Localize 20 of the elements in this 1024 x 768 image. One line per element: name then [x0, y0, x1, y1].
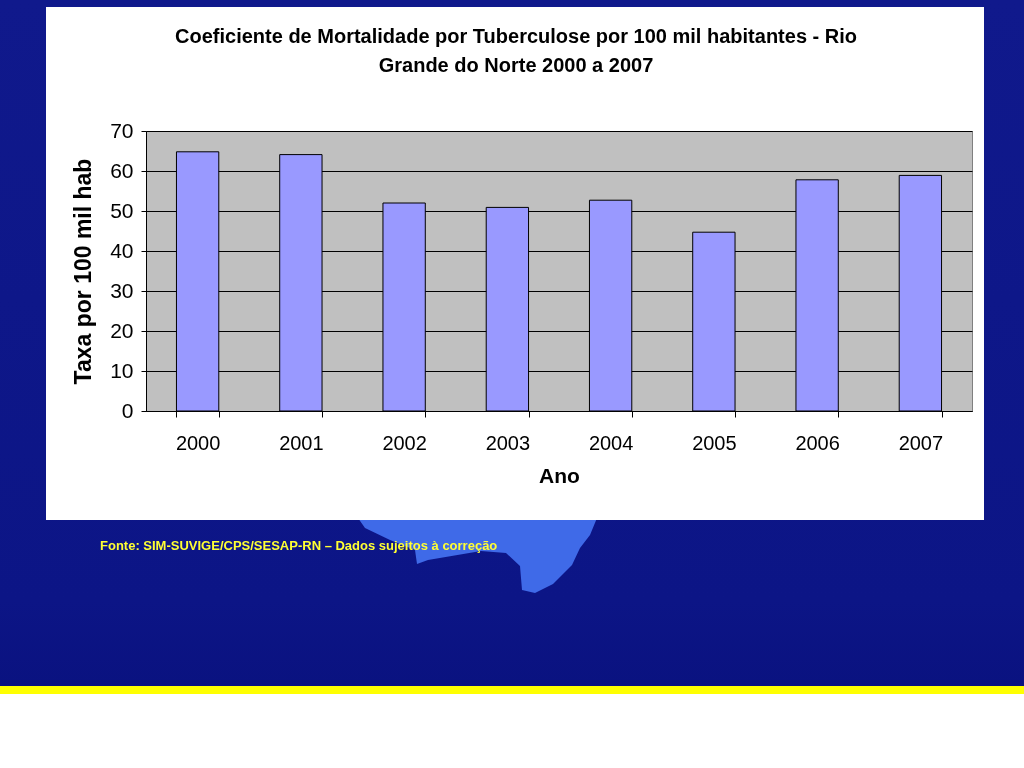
x-tick-label: 2002: [382, 431, 427, 454]
source-note: Fonte: SIM-SUVIGE/CPS/SESAP-RN – Dados sujeitos à correção: [100, 538, 498, 553]
x-tick-label: 2001: [279, 431, 324, 454]
x-tick-label: 2005: [692, 431, 737, 454]
y-tick-label: 0: [121, 398, 134, 422]
x-tick-label: 2007: [898, 431, 944, 454]
y-tick-label: 70: [110, 118, 134, 142]
y-tick-label: 10: [110, 358, 134, 382]
chart-title: Coeficiente de Mortalidade por Tuberculose por 100 mil habitantes - Rio Grande do Norte 2000 a 2007: [175, 25, 857, 76]
y-tick-label: 40: [110, 238, 134, 262]
x-tick-label: 2000: [175, 431, 221, 454]
x-tick-label: 2003: [485, 431, 531, 454]
y-tick-label: 30: [110, 278, 134, 302]
x-tick-label: 2006: [795, 431, 840, 454]
y-tick-label: 60: [110, 158, 134, 182]
x-tick-label: 2004: [588, 431, 634, 454]
y-axis-title: Taxa por 100 mil hab: [70, 158, 97, 385]
x-axis-title: Ano: [539, 463, 580, 487]
y-tick-label: 20: [110, 318, 134, 342]
y-tick-label: 50: [110, 198, 134, 222]
